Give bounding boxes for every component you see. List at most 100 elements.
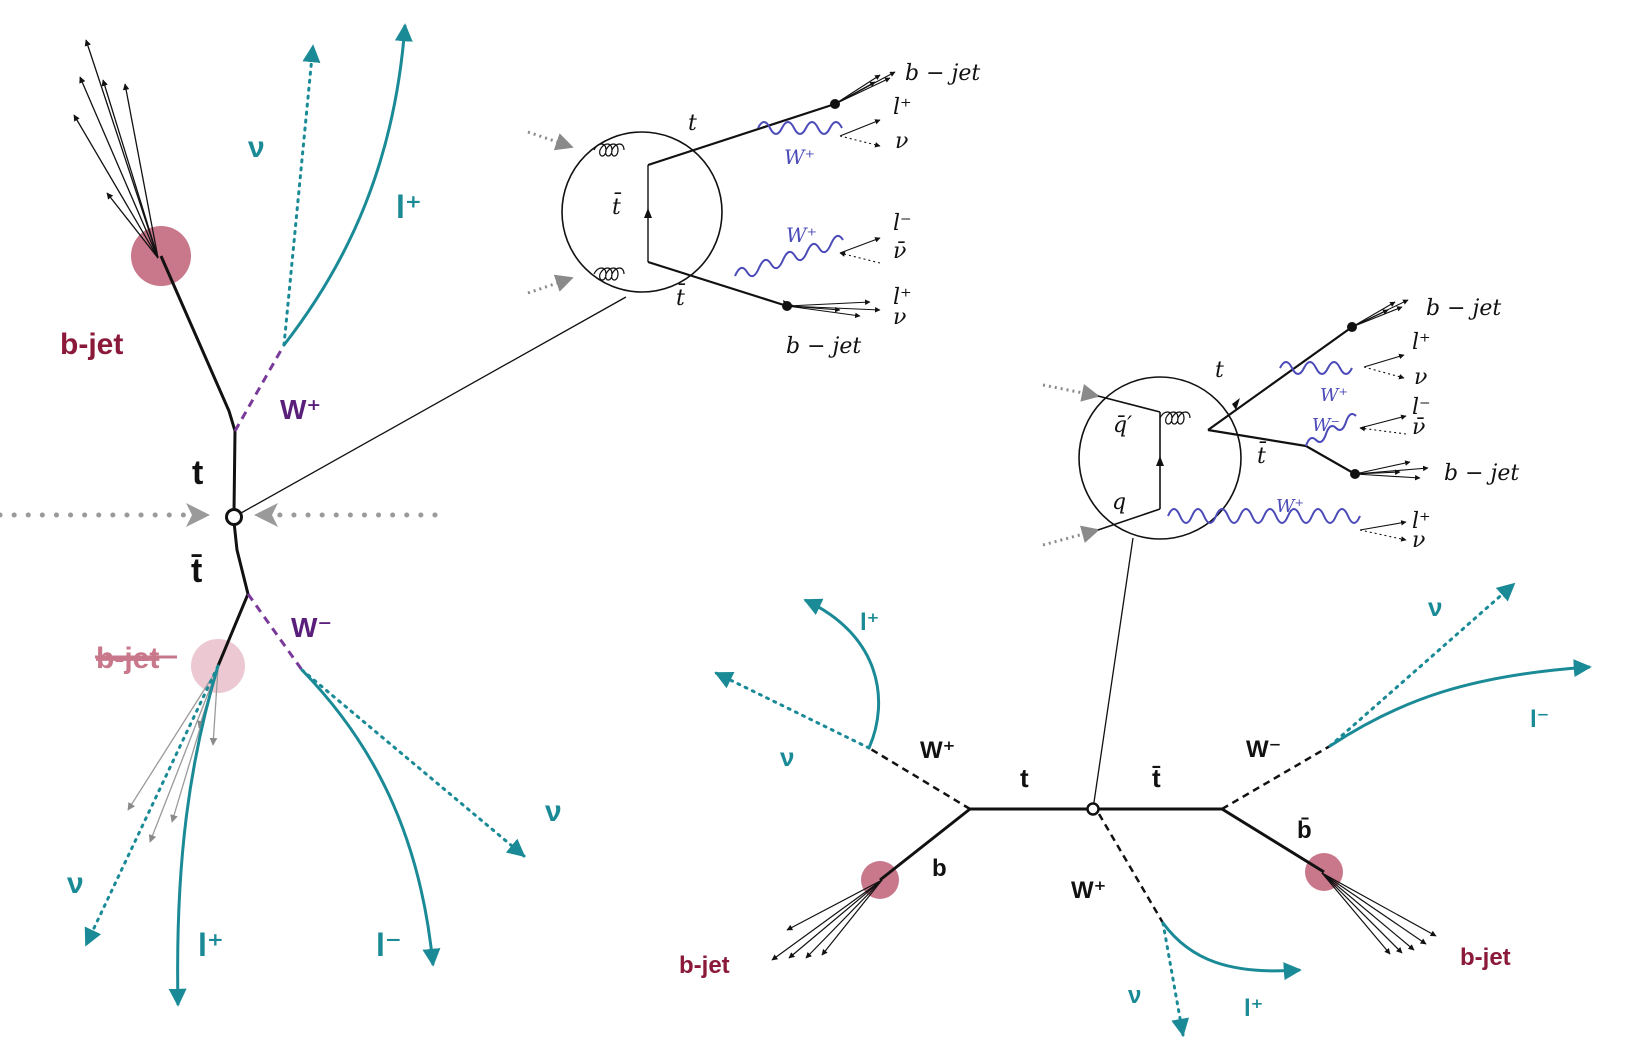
inset-bottom-incoming-2 bbox=[1042, 525, 1100, 547]
inset-bottom-nu1-label: ν bbox=[1414, 365, 1427, 390]
lplus-bottom-label: l⁺ bbox=[198, 927, 224, 963]
inset-bottom-w2 bbox=[1305, 413, 1357, 447]
bjet-top-blob bbox=[131, 226, 191, 286]
lminus-bottom-label: l⁻ bbox=[376, 927, 402, 963]
right-w-plus-bottom-label: W⁺ bbox=[1071, 877, 1106, 904]
right-lplus-left-curve bbox=[803, 598, 881, 749]
production-vertex bbox=[225, 508, 243, 526]
right-w-plus-bottom bbox=[1097, 813, 1165, 924]
right-nu-left-line bbox=[714, 671, 871, 750]
inset-bottom-lminus-label: l⁻ bbox=[1412, 395, 1431, 420]
inset-bottom-q-line bbox=[1097, 508, 1161, 531]
beam-left-arrow bbox=[186, 503, 210, 527]
inset-top-w1 bbox=[757, 121, 843, 135]
inset-top-w2 bbox=[734, 234, 844, 278]
right-nu-right-label: ν bbox=[1428, 592, 1442, 622]
inset-bottom-bjet1-label: b − jet bbox=[1426, 296, 1501, 321]
inset-top-incoming-2 bbox=[527, 274, 574, 295]
right-diagram: t t̄ b b̄ W⁺ W⁻ W⁺ l⁺ ν b-jet ν l⁻ b-jet… bbox=[679, 537, 1592, 1037]
right-lplus-bottom-label: l⁺ bbox=[1244, 995, 1263, 1022]
nu-bottom-line bbox=[84, 664, 220, 947]
inset-top-t-line bbox=[647, 102, 836, 167]
lplus-top-label: l⁺ bbox=[396, 189, 422, 225]
right-w-minus-right bbox=[1221, 744, 1331, 811]
inset-bottom-t-label: t bbox=[1215, 358, 1224, 383]
inset-top-bjet2-label: b − jet bbox=[786, 334, 861, 359]
right-nu-bottom-label: ν bbox=[1128, 982, 1141, 1009]
inset-bottom-qbar-line bbox=[1097, 395, 1161, 413]
right-nu-right-line bbox=[1328, 582, 1516, 748]
nu-right-label: ν bbox=[545, 795, 562, 828]
inset-bottom-w2-label: W⁻ bbox=[1312, 415, 1340, 436]
right-lminus-right-label: l⁻ bbox=[1530, 706, 1549, 733]
nu-right-line bbox=[300, 668, 526, 858]
nu-bottom-label: ν bbox=[67, 867, 84, 900]
inset-top-nu1-label: ν bbox=[895, 129, 908, 154]
inset-top: t t̄ t̄ W⁺ W⁺ b − jet l⁺ ν l⁻ ν̄ l⁺ ν b … bbox=[527, 61, 980, 359]
right-bbar-label: b̄ bbox=[1297, 817, 1312, 844]
lplus-top-curve bbox=[282, 23, 413, 346]
inset-top-nubar-label: ν̄ bbox=[893, 239, 906, 264]
top-quark-line bbox=[159, 255, 237, 513]
inset-bottom-lplus2-label: l⁺ bbox=[1412, 509, 1431, 534]
w-minus-label: W⁻ bbox=[291, 612, 332, 643]
lplus-bottom-curve bbox=[168, 665, 220, 1007]
bjet-top-label: b-jet bbox=[60, 328, 123, 361]
beam-right-arrow bbox=[254, 503, 278, 527]
inset-top-w1-label: W⁺ bbox=[784, 145, 815, 169]
inset-top-circle bbox=[561, 131, 723, 293]
right-bjet-left-label: b-jet bbox=[679, 952, 730, 979]
right-lplus-bottom-curve bbox=[1161, 922, 1302, 981]
right-b-label: b bbox=[932, 855, 947, 882]
right-bbar-line bbox=[1221, 807, 1325, 874]
inset-top-lminus-label: l⁻ bbox=[893, 211, 912, 236]
inset-bottom-lplus1-label: l⁺ bbox=[1412, 330, 1431, 355]
inset-bottom-nubar-label: ν̄ bbox=[1412, 415, 1425, 440]
inset-top-tbar-prop-label: t̄ bbox=[612, 192, 622, 220]
inset-top-nu2-label: ν bbox=[893, 305, 906, 330]
right-lminus-right-curve bbox=[1329, 659, 1592, 748]
inset-top-t-label: t bbox=[688, 111, 697, 136]
inset-top-w2-label: W⁺ bbox=[786, 223, 817, 247]
inset-bottom-w1 bbox=[1279, 361, 1353, 375]
right-b-line bbox=[879, 807, 971, 882]
inset-bottom-w1-label: W⁺ bbox=[1320, 385, 1348, 406]
right-w-plus-left-label: W⁺ bbox=[920, 737, 955, 764]
inset-bottom-nu2-label: ν bbox=[1412, 528, 1425, 553]
right-t-label: t bbox=[1020, 763, 1029, 793]
top-label: t bbox=[192, 454, 203, 492]
inset-bottom-w3 bbox=[1167, 508, 1361, 524]
right-w-plus-left bbox=[868, 746, 971, 811]
inset-bottom-t-line bbox=[1207, 326, 1353, 431]
inset-bottom-tbar-b-line bbox=[1305, 445, 1356, 475]
right-bjet-right-label: b-jet bbox=[1460, 944, 1511, 971]
inset-bottom-tbar-label: t̄ bbox=[1257, 441, 1267, 469]
right-nu-left-label: ν bbox=[780, 742, 794, 772]
right-production-vertex bbox=[1086, 802, 1100, 816]
bjet-top-spray bbox=[73, 39, 159, 259]
inset-top-bjet1-label: b − jet bbox=[905, 61, 980, 86]
inset-bottom-bjet2-label: b − jet bbox=[1444, 461, 1519, 486]
inset-top-tbar-line bbox=[647, 260, 788, 308]
right-lplus-left-label: l⁺ bbox=[860, 609, 879, 636]
inset-bottom-tbar-line bbox=[1207, 428, 1307, 448]
inset-bottom-incoming-1 bbox=[1042, 383, 1100, 402]
gluon-bottom bbox=[593, 267, 625, 281]
nu-top-line bbox=[282, 44, 321, 347]
inset-bottom-gluon bbox=[1159, 411, 1191, 425]
inset-top-lplus1-label: l⁺ bbox=[893, 95, 912, 120]
bjet-right-spray bbox=[1321, 872, 1437, 955]
left-diagram: t t̄ b-jet b-jet W⁺ W⁻ ν l⁺ ν ν l⁺ l⁻ bbox=[0, 23, 627, 1007]
w-plus-line bbox=[233, 344, 286, 432]
inset-bottom-connector bbox=[1092, 537, 1134, 810]
inset-bottom: q̄′ q t t̄ W⁺ W⁻ W⁺ b − jet l⁺ ν l⁻ ν̄ b… bbox=[1042, 296, 1519, 553]
lminus-bottom-curve bbox=[300, 668, 441, 967]
antitop-label: t̄ bbox=[191, 552, 203, 590]
gluon-top bbox=[593, 143, 625, 157]
inset-top-incoming-1 bbox=[527, 130, 574, 151]
right-tbar-label: t̄ bbox=[1152, 763, 1161, 793]
inset-bottom-qbar-label: q̄′ bbox=[1113, 413, 1132, 438]
nu-top-label: ν bbox=[248, 131, 265, 164]
antitop-quark-line bbox=[216, 521, 250, 667]
